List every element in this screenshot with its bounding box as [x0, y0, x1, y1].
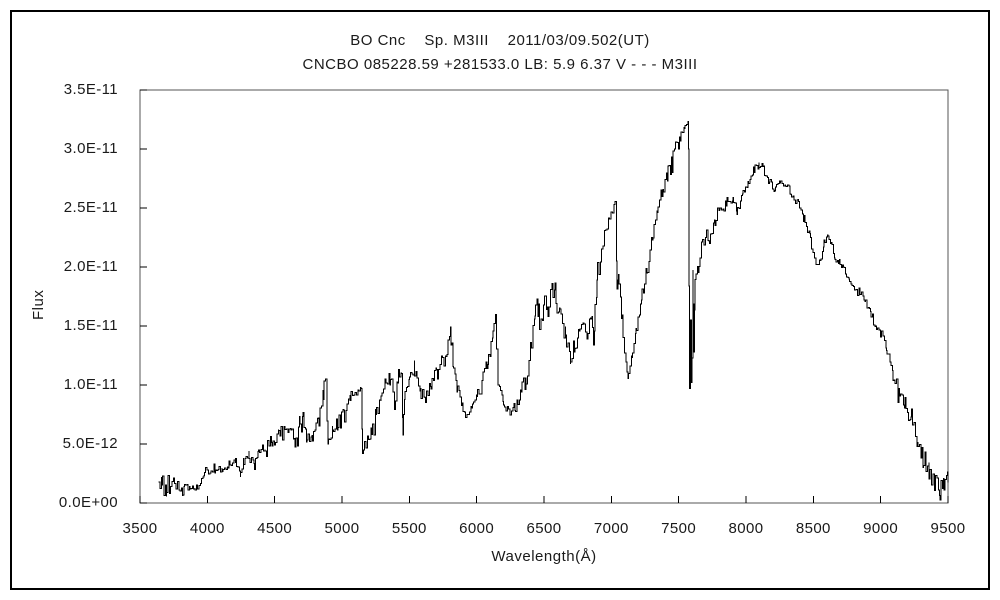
x-tick-label: 9500 — [930, 520, 966, 537]
figure-border — [10, 10, 990, 590]
x-tick-label: 9000 — [863, 520, 899, 537]
x-tick-label: 3500 — [122, 520, 158, 537]
y-tick-label: 3.5E-11 — [63, 81, 118, 98]
spectrum-line — [158, 120, 949, 501]
x-tick-label: 6500 — [526, 520, 562, 537]
x-tick-label: 8500 — [795, 520, 831, 537]
x-axis-label: Wavelength(Å) — [491, 548, 597, 565]
y-tick-label: 5.0E-12 — [62, 435, 118, 452]
y-tick-label: 0.0E+00 — [58, 494, 118, 511]
y-tick-label: 2.5E-11 — [63, 199, 118, 216]
y-tick-label: 1.0E-11 — [63, 376, 118, 393]
x-tick-label: 5500 — [391, 520, 427, 537]
x-tick-label: 7000 — [593, 520, 629, 537]
x-tick-label: 5000 — [324, 520, 360, 537]
x-tick-label: 8000 — [728, 520, 764, 537]
x-tick-label: 4500 — [257, 520, 293, 537]
x-tick-label: 7500 — [661, 520, 697, 537]
y-tick-label: 2.0E-11 — [63, 258, 118, 275]
y-tick-label: 3.0E-11 — [63, 140, 118, 157]
y-tick-label: 1.5E-11 — [63, 317, 118, 334]
x-tick-label: 6000 — [459, 520, 495, 537]
chart-title: BO Cnc Sp. M3III 2011/03/09.502(UT) — [350, 32, 650, 49]
x-tick-label: 4000 — [189, 520, 225, 537]
chart-subtitle: CNCBO 085228.59 +281533.0 LB: 5.9 6.37 V… — [302, 56, 698, 73]
